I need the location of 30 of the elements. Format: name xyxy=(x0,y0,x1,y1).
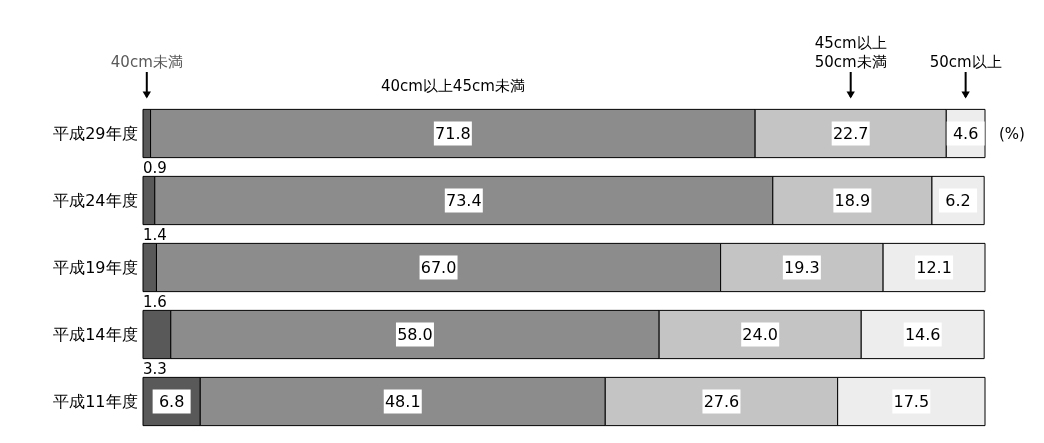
text: 50cm以上 xyxy=(929,53,1002,71)
data-label: 18.9 xyxy=(834,190,871,210)
data-label: 1.6 xyxy=(143,292,167,311)
data-label: 17.5 xyxy=(893,391,930,411)
data-label: 67.0 xyxy=(420,257,457,277)
y-tick-label: 平成14年度 xyxy=(53,324,138,344)
data-label: 12.1 xyxy=(916,257,952,277)
data-label: 14.6 xyxy=(904,324,941,344)
y-tick-label: 平成11年度 xyxy=(53,391,138,411)
data-label: 0.9 xyxy=(143,158,167,177)
data-label: 1.4 xyxy=(143,225,167,244)
text: 45cm以上 50cm未満 xyxy=(814,34,887,71)
data-label: 71.8 xyxy=(435,123,471,143)
series-label: 40cm以上45cm未満 xyxy=(380,77,525,95)
y-tick-label: 平成24年度 xyxy=(53,190,138,210)
data-label: 6.8 xyxy=(158,391,185,411)
data-label: 24.0 xyxy=(742,324,778,344)
text: (%) xyxy=(999,124,1025,143)
data-label: 22.7 xyxy=(832,123,869,143)
text: 40cm未満 xyxy=(110,53,183,71)
y-tick-label: 平成29年度 xyxy=(53,123,138,143)
data-label: 48.1 xyxy=(384,391,421,411)
data-label: 19.3 xyxy=(784,257,820,277)
data-label: 3.3 xyxy=(143,359,167,378)
y-tick-label: 平成19年度 xyxy=(53,257,138,277)
data-label: 4.6 xyxy=(952,123,979,143)
data-label: 27.6 xyxy=(703,391,740,411)
data-label: 73.4 xyxy=(445,190,482,210)
data-label: 58.0 xyxy=(397,324,433,344)
data-label: 6.2 xyxy=(945,190,971,210)
